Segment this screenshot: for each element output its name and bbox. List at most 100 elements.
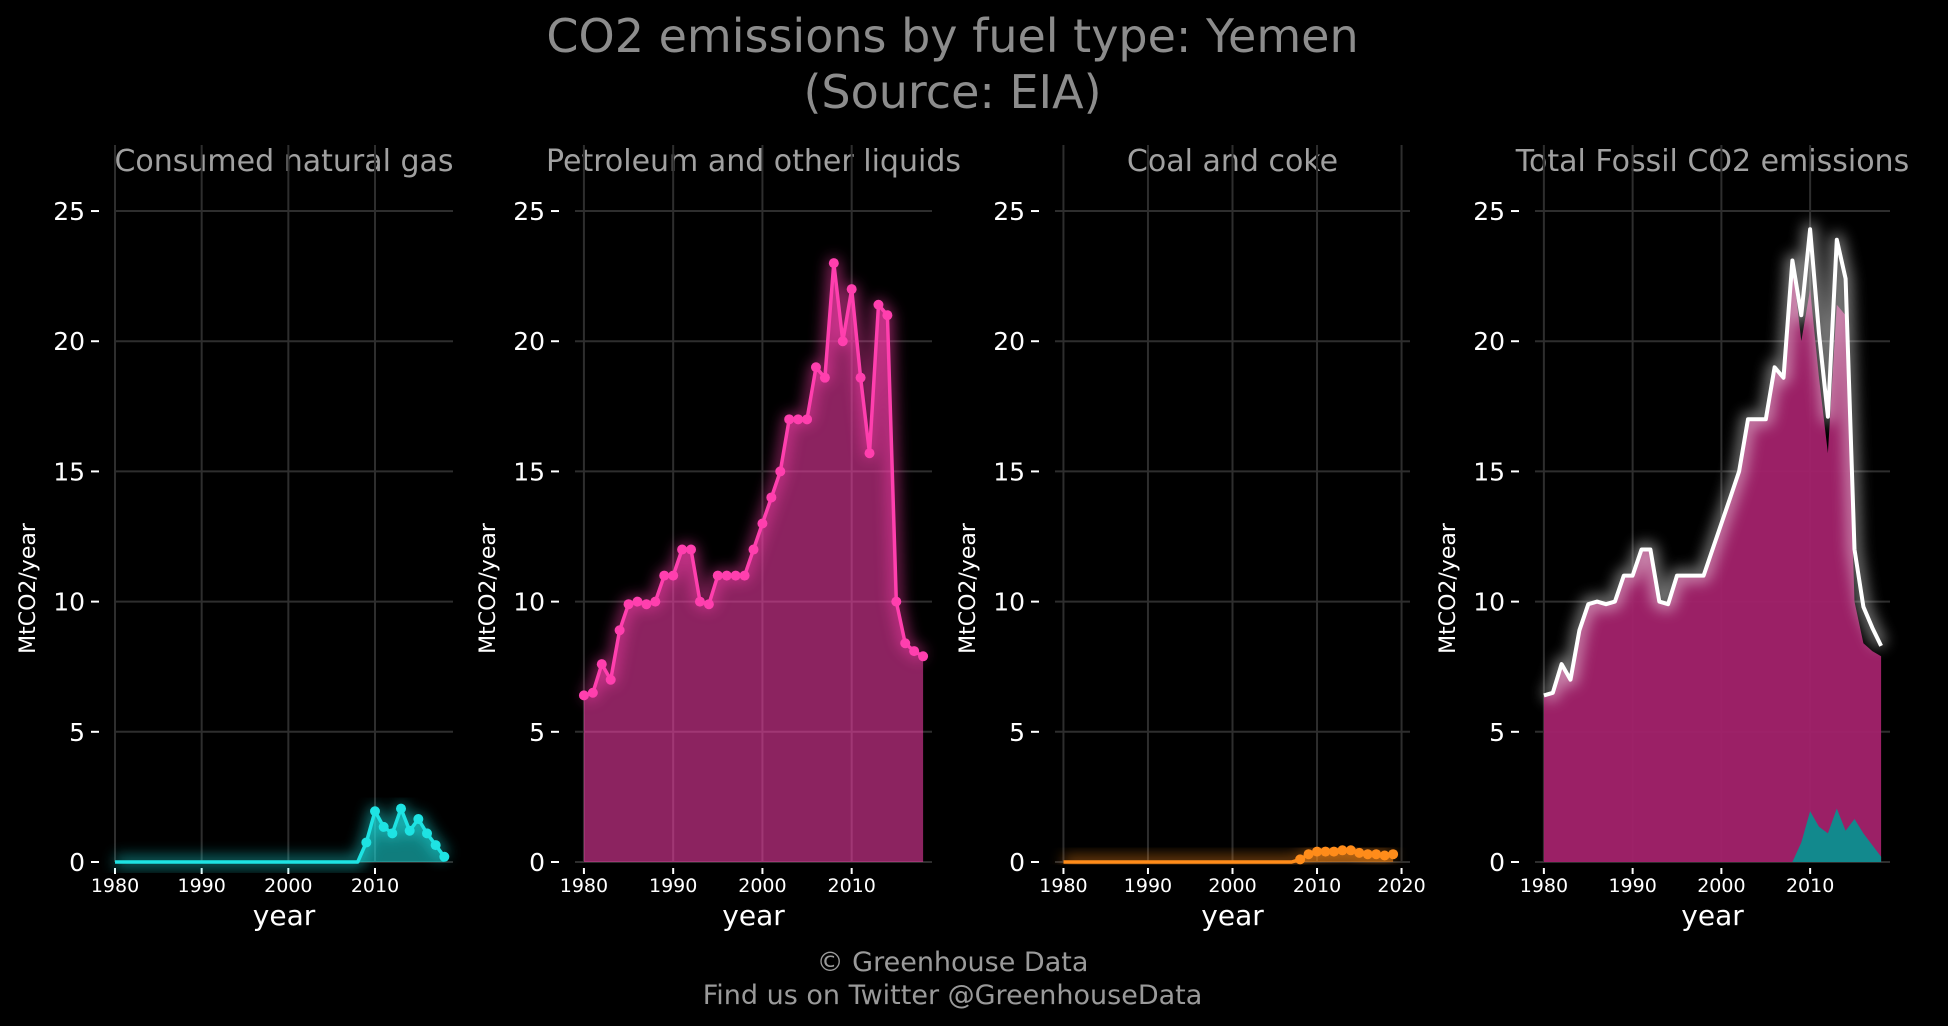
chart-title-line1: CO2 emissions by fuel type: Yemen <box>546 9 1359 63</box>
x-tick-label: 1980 <box>560 875 608 897</box>
data-point <box>668 570 679 581</box>
x-tick-label: 2010 <box>1786 875 1834 897</box>
data-point <box>659 570 670 581</box>
total-x-axis-label: year <box>1681 899 1744 932</box>
data-point <box>784 414 795 425</box>
credits-twitter: Find us on Twitter @GreenhouseData <box>702 980 1203 1011</box>
data-point <box>703 599 714 610</box>
x-tick-label: 2000 <box>1208 875 1256 897</box>
stacked-area-total-fill-gas <box>1792 808 1882 862</box>
data-point <box>623 599 634 610</box>
y-tick-label: 15 <box>993 457 1025 486</box>
data-point <box>918 651 929 662</box>
y-tick-label: 20 <box>1473 327 1505 356</box>
x-tick-label: 2000 <box>1697 875 1745 897</box>
x-tick-label: 2000 <box>264 875 312 897</box>
y-tick-label: 0 <box>529 848 545 877</box>
data-point <box>712 570 723 581</box>
y-tick-label: 0 <box>1009 848 1025 877</box>
data-point <box>873 299 884 310</box>
panel-total: Total Fossil CO2 emissions 0 5 10 15 20 25 1980… <box>1436 144 1909 932</box>
data-point <box>378 821 389 832</box>
gas-gridlines <box>114 145 453 863</box>
data-point <box>413 814 424 825</box>
data-point <box>1320 846 1331 857</box>
credits-copyright: © Greenhouse Data <box>816 947 1089 978</box>
data-point <box>721 570 732 581</box>
data-point <box>730 570 741 581</box>
data-point <box>587 687 598 698</box>
x-tick-label: 1990 <box>649 875 697 897</box>
data-point <box>739 570 750 581</box>
y-tick-label: 10 <box>53 588 85 617</box>
y-tick-label: 15 <box>513 457 545 486</box>
data-point <box>891 596 902 607</box>
data-point <box>694 596 705 607</box>
series-line <box>1543 227 1883 698</box>
y-tick-label: 0 <box>1489 848 1505 877</box>
gas-y-axis-label: MtCO2/year <box>16 522 41 654</box>
y-tick-label: 10 <box>1473 588 1505 617</box>
y-tick-label: 5 <box>1009 718 1025 747</box>
data-point <box>1328 846 1339 857</box>
data-point <box>404 825 415 836</box>
total-title: Total Fossil CO2 emissions <box>1515 144 1909 179</box>
data-point <box>1379 850 1390 861</box>
y-tick-label: 20 <box>53 327 85 356</box>
data-point <box>430 840 441 851</box>
data-point <box>686 544 697 555</box>
data-point <box>882 310 893 321</box>
y-tick-label: 0 <box>69 848 85 877</box>
data-point <box>1345 845 1356 856</box>
panel-petroleum: Petroleum and other liquids 0 5 10 15 20 25 198… <box>476 144 961 932</box>
x-tick-label: 2010 <box>827 875 875 897</box>
data-point <box>900 638 911 649</box>
data-point <box>396 803 406 814</box>
x-tick-label: 1990 <box>1124 875 1172 897</box>
data-point <box>1354 847 1365 858</box>
petroleum-x-axis-label: year <box>722 899 785 932</box>
data-point <box>909 646 920 657</box>
data-point <box>855 372 866 383</box>
x-tick-label: 2010 <box>1293 875 1341 897</box>
coal-y-axis-label: MtCO2/year <box>956 522 981 654</box>
data-point <box>422 828 432 839</box>
y-tick-label: 5 <box>69 718 85 747</box>
y-tick-label: 20 <box>513 327 545 356</box>
y-tick-label: 5 <box>529 718 545 747</box>
y-tick-label: 25 <box>53 197 85 226</box>
data-point <box>846 284 857 295</box>
coal-x-axis-label: year <box>1201 899 1264 932</box>
data-point <box>596 659 607 670</box>
data-point <box>766 492 777 503</box>
data-point <box>793 414 804 425</box>
x-tick-label: 1980 <box>91 875 139 897</box>
petroleum-y-axis-label: MtCO2/year <box>476 522 501 654</box>
gas-x-axis-label: year <box>253 899 316 932</box>
data-point <box>819 372 830 383</box>
coal-gridlines <box>1055 145 1410 863</box>
x-tick-label: 1990 <box>177 875 225 897</box>
panel-natural-gas: Consumed natural gas 0 5 10 15 20 25 1980 1990 20… <box>16 144 454 932</box>
data-point <box>1295 854 1306 865</box>
gas-area-fill <box>115 808 445 862</box>
data-point <box>1312 846 1323 857</box>
data-point <box>775 466 786 477</box>
data-point <box>1362 849 1373 860</box>
gas-title: Consumed natural gas <box>114 144 453 179</box>
data-point <box>578 690 589 701</box>
data-point <box>641 599 652 610</box>
x-tick-label: 2010 <box>351 875 399 897</box>
data-point <box>650 596 661 607</box>
chart-title: CO2 emissions by fuel type: Yemen (Sourc… <box>0 8 1905 120</box>
y-tick-label: 5 <box>1489 718 1505 747</box>
data-point <box>802 414 813 425</box>
data-point <box>864 448 875 459</box>
data-point <box>757 518 768 529</box>
data-point <box>1388 849 1399 860</box>
data-point <box>614 625 625 636</box>
x-tick-label: 1980 <box>1520 875 1568 897</box>
credits: © Greenhouse Data Find us on Twitter @Gr… <box>0 946 1905 1012</box>
